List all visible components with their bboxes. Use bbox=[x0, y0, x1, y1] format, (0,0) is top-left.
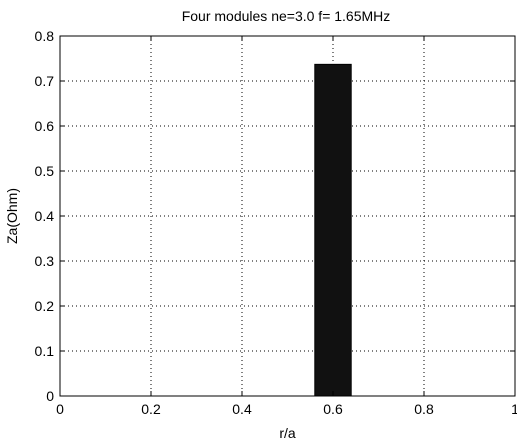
x-tick-label: 0.6 bbox=[323, 401, 343, 417]
x-tick-label: 0.2 bbox=[141, 401, 161, 417]
x-axis-label: r/a bbox=[279, 425, 296, 441]
x-tick-label: 0.8 bbox=[414, 401, 434, 417]
y-tick-label: 0.7 bbox=[35, 73, 55, 89]
x-tick-label: 0 bbox=[56, 401, 64, 417]
y-axis-label: Za(Ohm) bbox=[4, 188, 20, 244]
y-tick-label: 0 bbox=[46, 388, 54, 404]
y-tick-label: 0.2 bbox=[35, 298, 55, 314]
bar bbox=[314, 63, 352, 397]
y-tick-label: 0.6 bbox=[35, 118, 55, 134]
y-tick-label: 0.3 bbox=[35, 253, 55, 269]
plot-area bbox=[60, 36, 515, 396]
y-tick-label: 0.5 bbox=[35, 163, 55, 179]
y-tick-label: 0.8 bbox=[35, 28, 55, 44]
x-tick-label: 0.4 bbox=[232, 401, 252, 417]
bar-series bbox=[314, 63, 352, 397]
y-tick-label: 0.4 bbox=[35, 208, 55, 224]
chart-title: Four modules ne=3.0 f= 1.65MHz bbox=[182, 8, 391, 24]
axis-ticks: 0 0.2 0.4 0.6 0.8 1 0 0.1 0.2 0.3 0.4 0.5 0.6 0.7 0.8 bbox=[35, 28, 517, 417]
y-tick-label: 0.1 bbox=[35, 343, 55, 359]
x-tick-label: 1 bbox=[511, 401, 517, 417]
